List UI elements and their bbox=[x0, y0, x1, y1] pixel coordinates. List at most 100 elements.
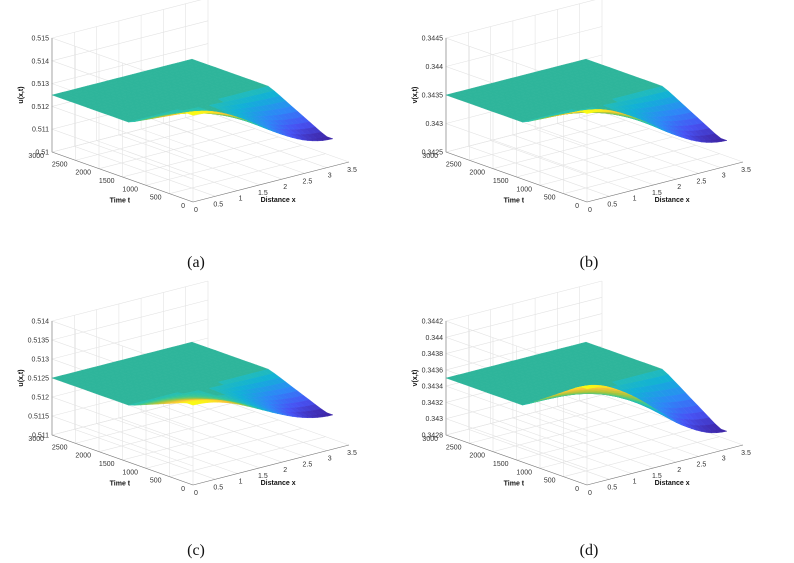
x-tick-label: 2 bbox=[677, 467, 681, 474]
panel-d: 0.3428 0.343 0.3432 0.3434 0.3436 0.3438 0.344… bbox=[412, 280, 751, 498]
x-tick-label: 3.5 bbox=[347, 450, 357, 457]
t-axis-label: Time t bbox=[110, 197, 131, 204]
t-tick-label: 1000 bbox=[516, 186, 532, 193]
t-axis-label: Time t bbox=[504, 197, 525, 204]
t-tick-label: 500 bbox=[544, 478, 556, 485]
x-tick-label: 1 bbox=[633, 196, 637, 203]
z-tick-label: 0.512 bbox=[31, 395, 49, 402]
t-axis-line bbox=[445, 434, 588, 486]
ticks: 0.510.5110.5120.5130.5140.51500.511.522.… bbox=[28, 36, 357, 215]
t-tick-label: 500 bbox=[150, 195, 162, 202]
z-tick-label: 0.512 bbox=[31, 104, 49, 111]
t-tick-label: 1500 bbox=[99, 461, 115, 468]
z-tick-label: 0.51 bbox=[35, 150, 49, 157]
z-tick-label: 0.3434 bbox=[422, 384, 444, 391]
z-tick-label: 0.3438 bbox=[422, 351, 444, 358]
x-tick-label: 1 bbox=[239, 196, 243, 203]
t-tick-label: 1500 bbox=[493, 461, 509, 468]
panel-b: 0.3425 0.343 0.3435 0.344 0.3445 0 0.5 1 1.5 2 2.5… bbox=[412, 0, 751, 214]
surface bbox=[445, 341, 728, 434]
z-tick-label: 0.5135 bbox=[28, 338, 50, 345]
t-tick-label: 0 bbox=[181, 203, 185, 210]
t-tick-label: 0 bbox=[181, 486, 185, 493]
x-tick-label: 0 bbox=[588, 207, 592, 214]
z-tick-label: 0.515 bbox=[31, 36, 49, 43]
z-axis-label: u(x,t) bbox=[18, 86, 25, 103]
z-axis-label: u(x,t) bbox=[18, 369, 25, 386]
t-tick-label: 2500 bbox=[446, 444, 462, 451]
x-tick-label: 0 bbox=[588, 490, 592, 497]
x-tick-label: 3.5 bbox=[741, 450, 751, 457]
x-tick-label: 1.5 bbox=[258, 473, 268, 480]
z-tick-label: 0.3432 bbox=[422, 400, 444, 407]
x-tick-label: 1.5 bbox=[652, 473, 662, 480]
z-tick-label: 0.3445 bbox=[422, 36, 444, 43]
x-tick-label: 1.5 bbox=[652, 190, 662, 197]
t-tick-label: 1500 bbox=[493, 178, 509, 185]
x-tick-label: 3.5 bbox=[741, 167, 751, 174]
surface-patch bbox=[321, 136, 334, 141]
z-tick-label: 0.3442 bbox=[422, 319, 444, 326]
x-tick-label: 0 bbox=[194, 207, 198, 214]
t-tick-label: 2500 bbox=[446, 161, 462, 168]
x-axis-label: Distance x bbox=[261, 197, 296, 204]
x-tick-label: 2.5 bbox=[697, 461, 707, 468]
x-tick-label: 2 bbox=[677, 184, 681, 191]
x-tick-label: 1 bbox=[633, 479, 637, 486]
x-tick-label: 2.5 bbox=[303, 178, 313, 185]
x-tick-label: 3 bbox=[722, 173, 726, 180]
z-tick-label: 0.343 bbox=[425, 416, 443, 423]
t-tick-label: 2500 bbox=[52, 161, 68, 168]
t-axis-label: Time t bbox=[504, 480, 525, 487]
x-tick-label: 3 bbox=[328, 173, 332, 180]
t-tick-label: 3000 bbox=[422, 153, 438, 160]
t-tick-label: 500 bbox=[150, 478, 162, 485]
x-tick-label: 3 bbox=[328, 456, 332, 463]
panel-caption-c: (c) bbox=[187, 542, 205, 559]
x-axis-line bbox=[586, 161, 744, 203]
x-axis-label: Distance x bbox=[261, 480, 296, 487]
x-tick-label: 2 bbox=[283, 184, 287, 191]
x-axis-label: Distance x bbox=[655, 480, 690, 487]
x-tick-label: 3.5 bbox=[347, 167, 357, 174]
panel-caption-a: (a) bbox=[187, 254, 205, 271]
t-tick-label: 1000 bbox=[122, 186, 138, 193]
z-tick-label: 0.343 bbox=[425, 121, 443, 128]
z-tick-label: 0.5115 bbox=[28, 414, 49, 421]
x-tick-label: 0.5 bbox=[213, 201, 223, 208]
t-tick-label: 2000 bbox=[469, 453, 485, 460]
z-tick-label: 0.514 bbox=[31, 319, 49, 326]
z-tick-label: 0.3428 bbox=[422, 433, 444, 440]
x-tick-label: 2 bbox=[283, 467, 287, 474]
surface-patch bbox=[715, 138, 728, 142]
surface-patch bbox=[715, 428, 728, 433]
t-tick-label: 3000 bbox=[28, 436, 44, 443]
x-tick-label: 0.5 bbox=[213, 484, 223, 491]
t-tick-label: 1000 bbox=[516, 469, 532, 476]
z-tick-label: 0.5125 bbox=[28, 376, 50, 383]
t-tick-label: 2000 bbox=[469, 170, 485, 177]
z-tick-label: 0.3436 bbox=[422, 367, 444, 374]
surface bbox=[51, 341, 334, 419]
x-axis-line bbox=[586, 444, 744, 486]
x-tick-label: 1 bbox=[239, 479, 243, 486]
t-tick-label: 2500 bbox=[52, 444, 68, 451]
ticks: 0.3428 0.343 0.3432 0.3434 0.3436 0.3438 0.344… bbox=[422, 319, 751, 498]
t-axis-line bbox=[51, 151, 194, 203]
x-axis-line bbox=[192, 444, 350, 486]
t-tick-label: 500 bbox=[544, 195, 556, 202]
t-tick-label: 3000 bbox=[422, 436, 438, 443]
x-axis-label: Distance x bbox=[655, 197, 690, 204]
ticks: 0.3425 0.343 0.3435 0.344 0.3445 0 0.5 1 1.5 2 2.5… bbox=[422, 36, 751, 215]
z-tick-label: 0.511 bbox=[32, 127, 49, 134]
panel-caption-b: (b) bbox=[580, 254, 599, 271]
t-tick-label: 3000 bbox=[28, 153, 44, 160]
x-tick-label: 2.5 bbox=[303, 461, 313, 468]
panel-a: 0.510.5110.5120.5130.5140.51500.511.522.… bbox=[18, 0, 357, 214]
x-axis-line bbox=[192, 161, 350, 203]
x-tick-label: 0.5 bbox=[607, 201, 617, 208]
surface bbox=[51, 58, 334, 142]
z-axis-label: v(x,t) bbox=[412, 87, 419, 104]
t-axis-line bbox=[51, 434, 194, 486]
